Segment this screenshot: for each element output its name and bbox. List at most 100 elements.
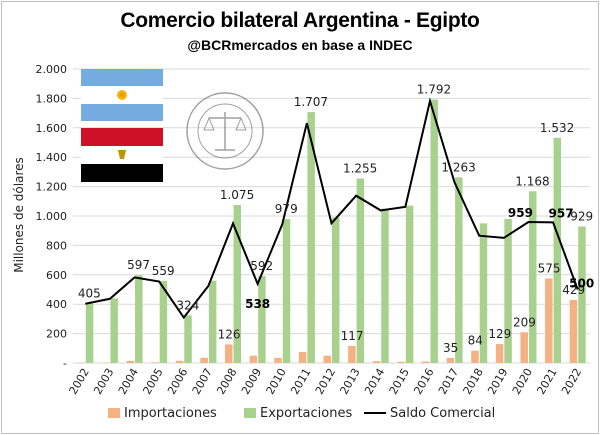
- exportaciones-bar: [356, 178, 365, 363]
- x-tick-label: 2011: [288, 366, 313, 397]
- data-label: 538: [245, 297, 270, 311]
- x-tick-label: 2019: [485, 366, 510, 397]
- importaciones-bar: [471, 350, 479, 363]
- importaciones-bar: [225, 344, 233, 363]
- y-tick-label: -: [63, 357, 67, 370]
- data-label: 1.255: [343, 162, 377, 176]
- legend-importaciones-swatch: [108, 408, 120, 418]
- exportaciones-bar: [528, 191, 537, 363]
- data-label: 559: [152, 264, 175, 278]
- legend-exportaciones-swatch: [244, 408, 256, 418]
- exportaciones-bar: [258, 275, 266, 363]
- importaciones-bar: [545, 278, 553, 363]
- importaciones-bar: [520, 332, 528, 363]
- legend-exportaciones-label: Exportaciones: [260, 406, 352, 421]
- saldo-comercial-line-group: [85, 97, 579, 320]
- importaciones-bar: [323, 355, 331, 363]
- x-tick-label: 2015: [387, 366, 412, 397]
- importaciones-bar: [249, 355, 258, 363]
- x-tick-label: 2017: [436, 366, 461, 397]
- x-tick-label: 2021: [534, 366, 559, 397]
- data-label: 1.532: [540, 121, 574, 135]
- importaciones-bar: [446, 357, 455, 363]
- data-label: 959: [508, 206, 533, 220]
- exportaciones-bar: [455, 177, 463, 363]
- x-tick-label: 2010: [264, 366, 289, 397]
- x-tick-label: 2007: [190, 366, 215, 397]
- importaciones-bar: [175, 360, 184, 363]
- chart-subtitle: @BCRmercados en base a INDEC: [187, 37, 413, 53]
- exportaciones-bar: [504, 218, 512, 363]
- x-tick-label: 2005: [141, 366, 166, 397]
- egypt-flag: [81, 128, 163, 182]
- exportaciones-bar: [85, 303, 94, 363]
- y-tick-label: 800: [46, 239, 67, 252]
- importaciones-bar: [421, 361, 430, 363]
- x-tick-label: 2008: [214, 366, 239, 397]
- exportaciones-bar: [479, 223, 488, 363]
- grid: [73, 68, 590, 364]
- data-label: 1.263: [441, 160, 475, 174]
- exportaciones-bar: [282, 219, 291, 363]
- legend-saldo-label: Saldo Comercial: [390, 406, 495, 421]
- exportaciones-bar: [553, 137, 562, 363]
- x-tick-label: 2012: [313, 366, 338, 397]
- y-tick-label: 1.400: [36, 151, 68, 164]
- y-axis-label: Millones de dólares: [12, 157, 26, 273]
- data-label: 429: [562, 283, 585, 297]
- data-label: 592: [250, 259, 273, 273]
- y-tick-label: 600: [46, 269, 67, 282]
- data-label: 575: [538, 261, 561, 275]
- argentina-flag: [81, 69, 163, 121]
- y-tick-label: 1.600: [36, 122, 68, 135]
- importaciones-bar: [200, 357, 208, 363]
- exportaciones-bar: [430, 99, 438, 364]
- data-label: 35: [443, 341, 458, 355]
- importaciones-bar: [298, 351, 307, 363]
- x-tick-label: 2020: [510, 366, 535, 397]
- exportaciones-bar: [233, 204, 242, 363]
- data-label: 1.075: [220, 188, 254, 202]
- y-tick-label: 200: [46, 328, 67, 341]
- x-tick-label: 2003: [91, 366, 116, 397]
- importaciones-bar: [126, 360, 135, 363]
- y-tick-label: 1.000: [36, 210, 68, 223]
- data-label: 324: [176, 298, 199, 312]
- bcr-seal-logo: [186, 92, 264, 170]
- exportaciones-bar: [381, 208, 389, 363]
- data-label: 957: [549, 206, 574, 220]
- x-tick-label: 2006: [165, 366, 190, 397]
- importaciones-bar: [372, 361, 381, 363]
- data-label: 929: [570, 209, 593, 223]
- data-label: 126: [218, 327, 241, 341]
- saldo-comercial-line: [85, 97, 579, 320]
- importaciones-bar: [495, 344, 504, 363]
- data-label: 129: [488, 327, 511, 341]
- importaciones-bars: [77, 278, 578, 363]
- data-label: 84: [468, 334, 483, 348]
- exportaciones-bar: [405, 205, 414, 363]
- x-tick-label: 2002: [67, 366, 92, 397]
- data-label: 1.168: [515, 174, 549, 188]
- x-tick-label: 2004: [116, 366, 141, 397]
- data-label: 1.707: [294, 95, 328, 109]
- exportaciones-bar: [578, 226, 586, 363]
- y-tick-label: 400: [46, 298, 67, 311]
- data-label: 405: [78, 286, 101, 300]
- exportaciones-bar: [332, 217, 340, 363]
- exportaciones-bar: [184, 315, 192, 363]
- x-tick-label: 2016: [411, 366, 436, 397]
- exportaciones-bar: [307, 112, 315, 363]
- x-axis: 2002 2003 2004 2005 2006 2007 2008 2009 2010 2011…: [67, 366, 585, 397]
- data-label: 597: [127, 258, 150, 272]
- exportaciones-bar: [110, 298, 118, 363]
- importaciones-bar: [274, 357, 282, 363]
- exportaciones-bar: [135, 275, 143, 363]
- data-label: 209: [513, 315, 536, 329]
- legend: Importaciones Exportaciones Saldo Comercia…: [108, 406, 495, 421]
- y-axis: - 200 400 600 800 1.000 1.200 1.400 1.600 1.800 2.…: [36, 63, 68, 370]
- exportaciones-bars: [85, 99, 586, 364]
- x-tick-label: 2009: [239, 366, 264, 397]
- chart-title: Comercio bilateral Argentina - Egipto: [120, 9, 480, 32]
